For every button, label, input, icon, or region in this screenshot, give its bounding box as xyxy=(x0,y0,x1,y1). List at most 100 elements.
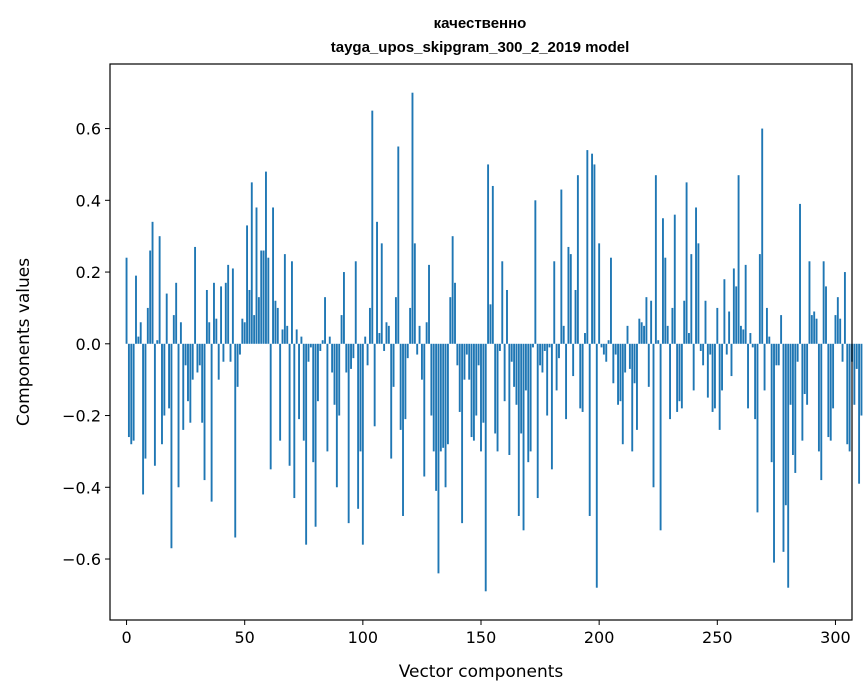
bar-101 xyxy=(364,336,367,344)
bar-229 xyxy=(666,325,669,344)
bar-111 xyxy=(387,325,390,344)
bar-284 xyxy=(796,343,799,362)
bar-55 xyxy=(255,207,258,344)
bar-176 xyxy=(541,343,544,373)
y-tick-label: 0.0 xyxy=(76,335,101,354)
bar-177 xyxy=(543,343,546,351)
bar-291 xyxy=(813,311,816,344)
bar-293 xyxy=(817,343,820,452)
bar-72 xyxy=(295,329,298,344)
bar-179 xyxy=(548,343,551,348)
bar-59 xyxy=(265,171,267,344)
bar-32 xyxy=(201,343,204,423)
bar-100 xyxy=(361,343,364,545)
bar-60 xyxy=(267,257,270,344)
bar-275 xyxy=(775,343,778,366)
bar-276 xyxy=(777,343,780,366)
y-tick-label: −0.6 xyxy=(62,550,101,569)
bar-157 xyxy=(496,343,499,452)
bar-93 xyxy=(345,343,348,373)
bar-149 xyxy=(477,343,480,366)
bar-224 xyxy=(654,175,657,344)
bar-158 xyxy=(498,343,501,351)
bar-136 xyxy=(446,343,449,445)
bar-259 xyxy=(737,175,740,344)
bar-29 xyxy=(194,246,197,344)
bar-94 xyxy=(347,343,350,524)
bar-214 xyxy=(631,343,634,452)
bar-305 xyxy=(846,343,849,445)
bar-125 xyxy=(420,343,423,380)
bar-140 xyxy=(456,343,459,366)
bar-242 xyxy=(697,243,700,344)
bar-211 xyxy=(624,343,627,373)
bar-51 xyxy=(246,225,248,344)
bar-70 xyxy=(291,261,293,344)
bar-253 xyxy=(723,279,726,344)
bar-105 xyxy=(373,343,376,427)
bar-258 xyxy=(735,286,738,344)
y-tick-label: −0.2 xyxy=(62,407,101,426)
bar-91 xyxy=(340,315,343,344)
bar-164 xyxy=(513,343,516,387)
bar-39 xyxy=(217,343,220,380)
bar-106 xyxy=(376,221,378,344)
bar-166 xyxy=(517,343,520,516)
bar-290 xyxy=(810,315,813,344)
bar-84 xyxy=(324,297,326,344)
bar-28 xyxy=(191,343,194,380)
bar-127 xyxy=(425,322,428,344)
bar-56 xyxy=(257,297,260,344)
bar-223 xyxy=(652,343,655,488)
bar-289 xyxy=(808,261,811,344)
bar-156 xyxy=(494,343,497,434)
bar-277 xyxy=(780,315,783,344)
y-tick-label: 0.2 xyxy=(76,263,101,282)
bar-148 xyxy=(475,343,478,416)
bar-311 xyxy=(860,343,863,416)
bar-304 xyxy=(843,272,846,344)
bar-120 xyxy=(409,307,412,344)
bar-281 xyxy=(789,343,792,405)
bar-216 xyxy=(636,343,638,430)
bar-34 xyxy=(205,289,208,344)
bar-246 xyxy=(706,343,709,398)
bar-79 xyxy=(312,343,315,463)
bar-17 xyxy=(165,293,168,344)
bar-173 xyxy=(534,200,537,344)
bar-250 xyxy=(716,307,719,344)
bar-208 xyxy=(617,343,619,405)
bar-8 xyxy=(144,343,147,459)
bar-104 xyxy=(371,110,374,344)
bar-168 xyxy=(522,343,525,531)
bar-75 xyxy=(302,343,305,441)
bar-288 xyxy=(806,343,809,405)
bar-201 xyxy=(600,343,603,348)
bar-138 xyxy=(451,236,454,344)
x-axis-ticks: 0 50 100 150 200 250 300 xyxy=(121,620,851,647)
bar-167 xyxy=(520,343,523,434)
bar-64 xyxy=(276,307,279,344)
bar-53 xyxy=(250,182,253,344)
y-tick-label: 0.6 xyxy=(76,120,101,139)
bar-69 xyxy=(288,343,291,466)
bar-96 xyxy=(352,343,355,359)
bar-5 xyxy=(137,336,140,344)
bar-233 xyxy=(676,343,679,412)
bar-237 xyxy=(685,182,688,344)
bar-44 xyxy=(229,343,232,362)
bar-200 xyxy=(598,243,601,344)
bar-0 xyxy=(125,257,128,344)
bar-142 xyxy=(461,343,464,524)
bar-143 xyxy=(463,343,466,380)
bar-178 xyxy=(546,343,549,416)
bar-266 xyxy=(754,343,757,420)
bar-109 xyxy=(383,343,386,351)
bar-207 xyxy=(614,343,617,355)
bar-309 xyxy=(855,343,858,369)
bar-99 xyxy=(359,343,362,452)
bar-6 xyxy=(139,322,142,344)
bar-248 xyxy=(711,343,714,412)
bar-234 xyxy=(678,343,681,402)
bar-87 xyxy=(331,343,334,373)
